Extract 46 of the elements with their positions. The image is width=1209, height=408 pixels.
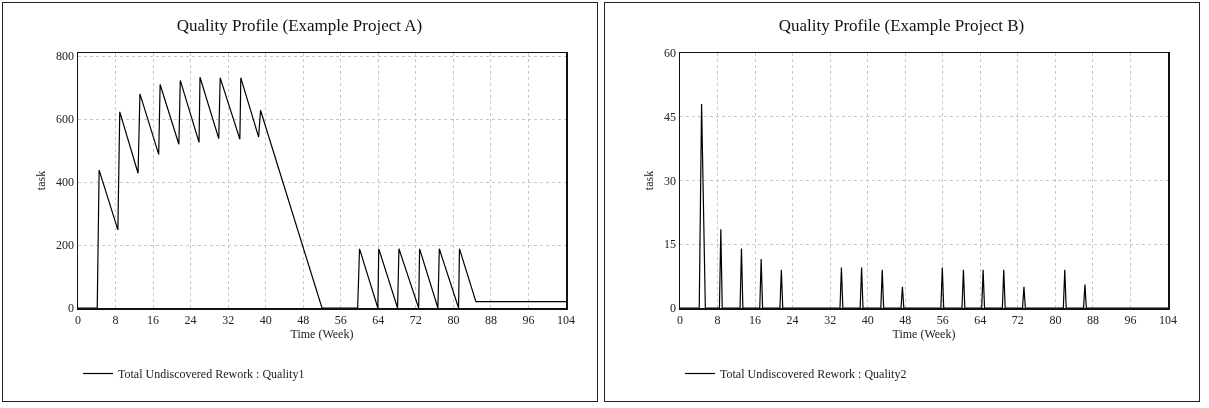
y-tick-label: 200 xyxy=(56,238,75,253)
x-axis-title: Time (Week) xyxy=(892,326,956,341)
x-tick-label: 48 xyxy=(297,312,310,327)
legend-label: Total Undiscovered Rework : Quality1 xyxy=(118,367,305,382)
x-tick-label: 56 xyxy=(334,312,347,327)
x-tick-label: 16 xyxy=(749,312,762,327)
x-tick-label: 88 xyxy=(484,312,497,327)
x-tick-label: 16 xyxy=(147,312,160,327)
x-tick-label: 96 xyxy=(1124,312,1137,327)
x-tick-label: 104 xyxy=(557,312,575,327)
line-series xyxy=(78,76,566,308)
y-tick-label: 45 xyxy=(664,109,677,124)
y-tick-label: 30 xyxy=(664,173,677,188)
legend-label: Total Undiscovered Rework : Quality2 xyxy=(720,367,907,382)
x-tick-label: 8 xyxy=(714,312,721,327)
x-tick-label: 88 xyxy=(1086,312,1099,327)
x-tick-label: 8 xyxy=(112,312,119,327)
x-axis-title: Time (Week) xyxy=(290,326,354,341)
x-tick-label: 32 xyxy=(222,312,235,327)
y-tick-label: 0 xyxy=(68,301,75,316)
y-axis-title: task xyxy=(641,170,656,191)
x-tick-label: 80 xyxy=(1049,312,1062,327)
x-tick-label: 64 xyxy=(974,312,987,327)
y-tick-label: 800 xyxy=(56,49,75,64)
x-tick-label: 96 xyxy=(522,312,535,327)
x-tick-label: 80 xyxy=(447,312,460,327)
x-tick-label: 24 xyxy=(184,312,197,327)
x-tick-label: 40 xyxy=(259,312,272,327)
y-axis-title: task xyxy=(33,170,48,191)
x-tick-label: 24 xyxy=(786,312,799,327)
y-tick-label: 400 xyxy=(56,175,75,190)
x-tick-label: 48 xyxy=(899,312,912,327)
x-tick-label: 72 xyxy=(1011,312,1024,327)
chart-title: Quality Profile (Example Project B) xyxy=(778,15,1025,35)
line-series xyxy=(680,103,1168,308)
chart-title: Quality Profile (Example Project A) xyxy=(176,15,423,35)
x-tick-label: 56 xyxy=(936,312,949,327)
x-tick-label: 64 xyxy=(372,312,385,327)
x-tick-label: 32 xyxy=(824,312,837,327)
x-tick-label: 104 xyxy=(1159,312,1177,327)
y-tick-label: 60 xyxy=(664,46,677,61)
y-tick-label: 15 xyxy=(664,237,677,252)
y-tick-label: 600 xyxy=(56,112,75,127)
x-tick-label: 72 xyxy=(409,312,422,327)
x-tick-label: 40 xyxy=(861,312,874,327)
y-tick-label: 0 xyxy=(670,301,677,316)
